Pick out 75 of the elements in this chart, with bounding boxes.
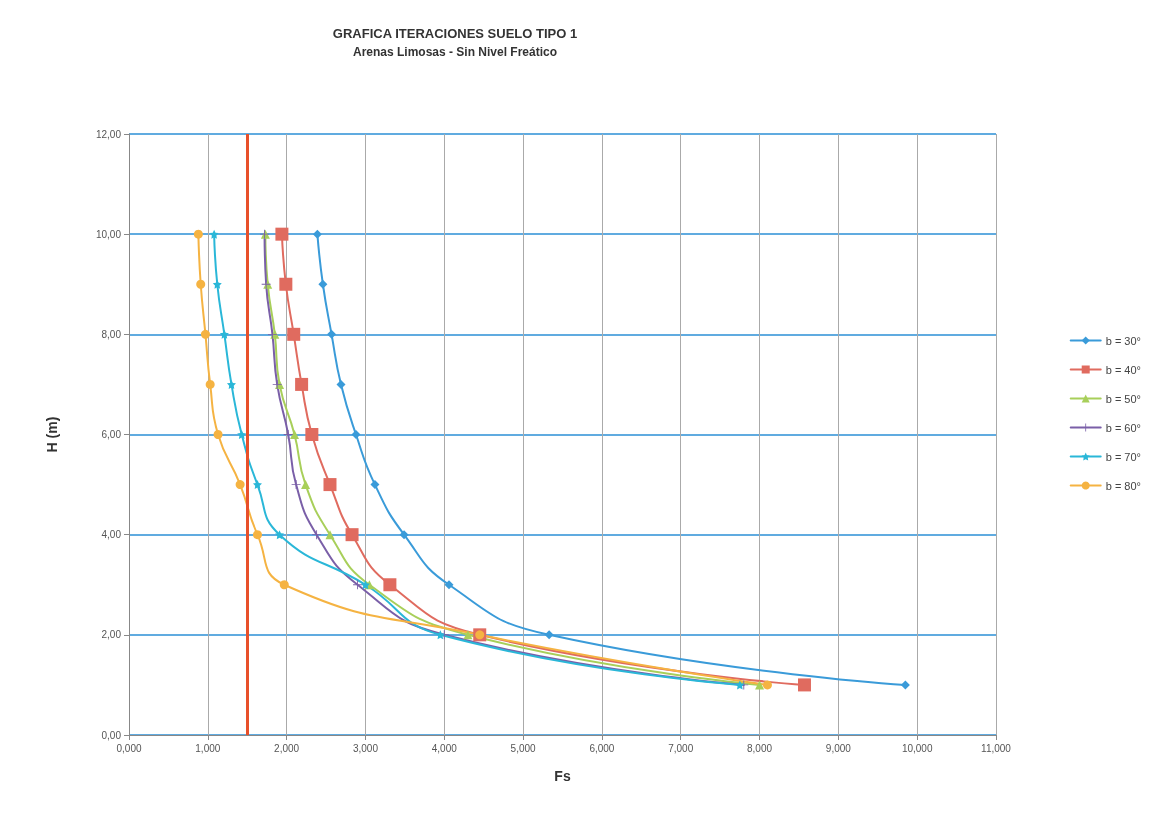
point xyxy=(435,630,445,640)
y-axis-title: H (m) xyxy=(44,416,60,453)
point xyxy=(305,428,319,441)
point xyxy=(755,680,765,690)
point xyxy=(323,478,337,492)
x-tick-label: 0,000 xyxy=(116,742,142,754)
point xyxy=(762,680,772,690)
point xyxy=(444,580,454,590)
point xyxy=(301,480,311,490)
point xyxy=(327,329,337,339)
y-tick-label: 6,00 xyxy=(101,429,122,440)
point xyxy=(252,480,262,490)
y-tick-label: 2,00 xyxy=(101,629,122,641)
legend-label: b = 60° xyxy=(1105,421,1142,434)
point xyxy=(279,277,293,291)
point xyxy=(291,480,301,490)
point xyxy=(290,430,300,439)
point xyxy=(312,229,322,239)
legend-label: b = 80° xyxy=(1105,479,1142,492)
point xyxy=(318,279,328,289)
point xyxy=(193,229,203,239)
y-tick-label: 12,00 xyxy=(95,128,122,140)
point xyxy=(353,580,363,590)
point xyxy=(336,379,346,389)
chart-subtitle: Arenas Limosas - Sin Nivel Freático xyxy=(352,45,558,59)
point xyxy=(797,678,811,692)
point xyxy=(351,430,361,439)
point xyxy=(312,530,322,540)
x-tick-label: 4,000 xyxy=(431,742,458,754)
point xyxy=(360,580,370,590)
point xyxy=(209,229,219,239)
point xyxy=(213,430,223,439)
point xyxy=(287,327,301,341)
point xyxy=(237,430,247,439)
point xyxy=(252,530,262,540)
x-tick-label: 6,000 xyxy=(589,742,615,754)
point xyxy=(325,530,335,540)
point xyxy=(544,630,554,640)
legend-label: b = 50° xyxy=(1105,392,1142,405)
point xyxy=(200,329,210,339)
point xyxy=(219,329,229,339)
point xyxy=(283,430,293,439)
x-tick-label: 5,000 xyxy=(510,742,537,754)
legend-label: b = 30° xyxy=(1105,334,1142,347)
point xyxy=(399,530,409,540)
point xyxy=(275,227,289,241)
legend-label: b = 70° xyxy=(1105,450,1142,463)
x-tick-label: 1,000 xyxy=(195,742,221,754)
point xyxy=(370,480,380,490)
y-tick-label: 10,00 xyxy=(95,228,122,240)
x-tick-label: 10,000 xyxy=(901,742,933,754)
x-tick-label: 8,000 xyxy=(747,742,773,754)
point xyxy=(279,580,289,590)
y-tick-label: 4,00 xyxy=(101,529,122,541)
x-tick-label: 2,000 xyxy=(274,742,300,754)
point xyxy=(383,578,397,592)
point xyxy=(295,377,309,391)
y-tick-label: 0,00 xyxy=(101,729,122,741)
x-tick-label: 7,000 xyxy=(668,742,694,754)
x-tick-label: 3,000 xyxy=(352,742,379,754)
x-tick-label: 9,000 xyxy=(825,742,852,754)
point xyxy=(275,530,285,540)
y-tick-label: 8,00 xyxy=(101,328,122,340)
x-axis-title: Fs xyxy=(554,768,571,784)
point xyxy=(900,680,910,690)
point xyxy=(226,379,236,389)
x-tick-label: 11,000 xyxy=(981,742,1012,754)
chart-title: GRAFICA ITERACIONES SUELO TIPO 1 xyxy=(332,26,578,41)
legend-label: b = 40° xyxy=(1105,363,1142,376)
point xyxy=(735,680,745,690)
point xyxy=(235,480,245,490)
point xyxy=(196,279,206,289)
point xyxy=(212,279,222,289)
point xyxy=(205,379,215,389)
point xyxy=(345,528,359,542)
